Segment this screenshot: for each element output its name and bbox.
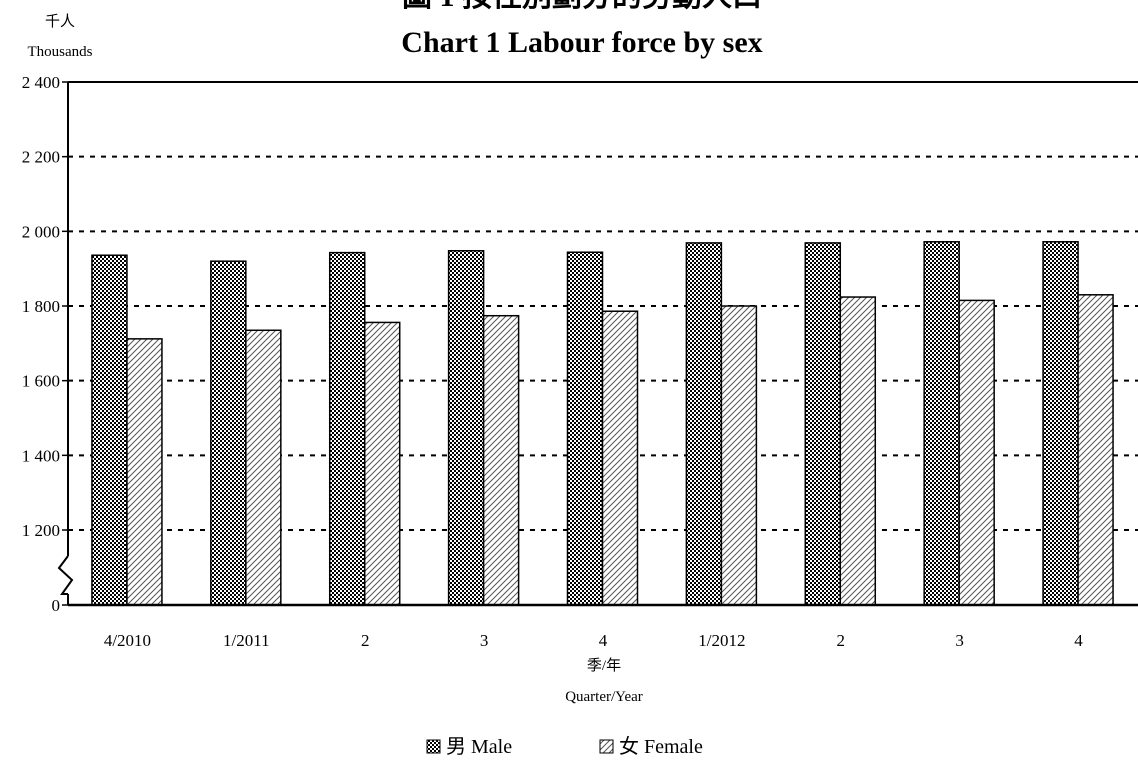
legend-label-male: 男 Male (446, 736, 512, 758)
y-unit: Thousands (28, 44, 93, 60)
bar-male (328, 251, 366, 606)
bar-female (126, 338, 163, 606)
x-tick-label: 4/2010 (104, 631, 151, 650)
bars (91, 241, 1114, 606)
y-tick-label: 1 800 (22, 297, 60, 316)
x-tick-label: 2 (361, 631, 370, 650)
x-axis-label: Quarter/Year (565, 689, 643, 705)
legend: 男 Male 女 Female (426, 735, 703, 758)
bar-male (210, 260, 247, 606)
y-unit-zh: 千人 (45, 13, 75, 30)
bar-female (1077, 294, 1114, 606)
bar-male (447, 249, 485, 606)
axes (57, 81, 1138, 607)
bar-male (566, 251, 604, 606)
chart-title-zh: 圖 1 按性別劃分的勞動人口 (402, 0, 762, 13)
bar-male (1042, 241, 1079, 606)
bar-female (363, 321, 401, 606)
x-tick-labels: 4/2010 1/2011 2 3 4 1/2012 2 3 4 (104, 631, 1083, 650)
bar-male (804, 242, 842, 606)
y-tick-label: 2 200 (22, 148, 60, 167)
bar-female (245, 329, 282, 606)
x-axis-label-zh: 季/年 (587, 657, 621, 674)
y-tick-label: 2 000 (22, 222, 60, 241)
bar-male (91, 254, 128, 606)
legend-swatch-female (599, 739, 614, 754)
y-tick-labels: 0 1 200 1 400 1 600 1 800 2 000 2 200 2 400 (22, 73, 60, 615)
x-tick-label: 4 (1074, 631, 1083, 650)
bar-female (958, 299, 995, 606)
chart-title: Chart 1 Labour force by sex (401, 26, 762, 59)
bar-female (720, 305, 758, 606)
y-tick-label: 2 400 (22, 73, 60, 92)
axis-break-mark (57, 555, 74, 595)
bar-female (601, 310, 639, 606)
legend-label-female: 女 Female (619, 735, 703, 758)
legend-swatch-male (426, 739, 441, 754)
y-tick-label: 1 400 (22, 446, 60, 465)
x-tick-label: 1/2011 (223, 631, 270, 650)
y-tick-label: 0 (52, 596, 61, 615)
bar-female (482, 314, 520, 606)
x-tick-label: 1/2012 (698, 631, 745, 650)
x-tick-label: 3 (480, 631, 489, 650)
x-tick-label: 2 (837, 631, 846, 650)
y-tick-label: 1 200 (22, 521, 60, 540)
y-tick-label: 1 600 (22, 372, 60, 391)
bar-female (839, 296, 877, 606)
x-tick-label: 3 (955, 631, 964, 650)
bar-male (685, 242, 723, 606)
bar-male (923, 241, 960, 606)
x-tick-label: 4 (599, 631, 608, 650)
